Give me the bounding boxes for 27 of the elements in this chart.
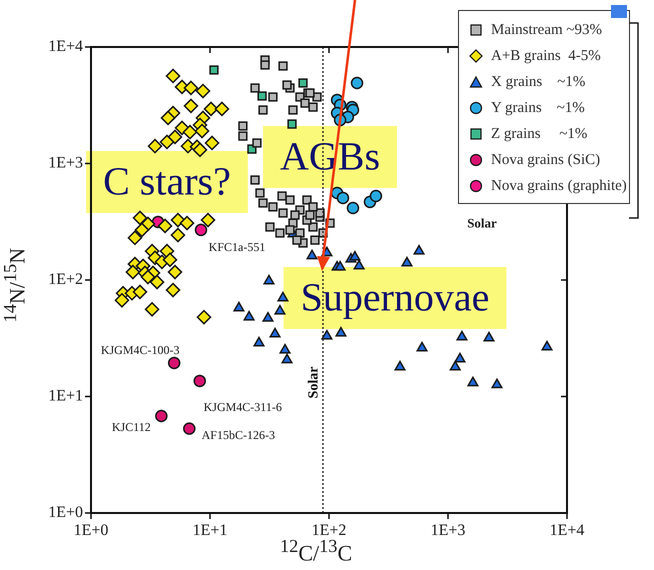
ref-line-label: Solar — [306, 366, 322, 398]
legend-label: Nova grains (graphite) — [491, 178, 627, 194]
legend-label: Y grains ~1% — [491, 100, 585, 116]
legend-label: X grains ~1% — [491, 74, 586, 90]
annotation: KJGM4C-311-6 — [204, 400, 282, 414]
legend-label: Mainstream ~93% — [491, 22, 602, 38]
x-tick-label: 1E+4 — [550, 522, 584, 539]
annotation: KJGM4C-100-3 — [100, 343, 180, 358]
x-tick-label: 1E+3 — [430, 522, 466, 539]
legend-label: A+B grains 4-5% — [491, 48, 601, 64]
annotation: C stars? — [103, 158, 231, 204]
y-tick-label: 1E+3 — [48, 154, 83, 172]
x-axis-title: $^{12}$C/$^{13}$C — [280, 536, 352, 566]
annotation: KJC112 — [112, 420, 151, 434]
annotation: AF15bC-126-3 — [202, 428, 275, 442]
annotation: Supernovae — [300, 274, 490, 320]
annotation: KFC1a-551 — [208, 240, 266, 254]
x-tick-label: 1E+2 — [312, 522, 346, 539]
annotation: Solar — [467, 215, 498, 230]
y-tick-label: 1E+2 — [48, 271, 83, 288]
y-tick-label: 1E+4 — [48, 38, 83, 56]
x-tick-label: 1E+0 — [74, 522, 108, 539]
legend-label: Nova grains (SiC) — [491, 152, 600, 168]
x-tick-label: 1E+1 — [192, 522, 228, 539]
legend-label: Z grains ~1% — [491, 126, 588, 142]
y-tick-label: 1E+0 — [48, 504, 83, 522]
y-tick-label: 1E+1 — [48, 388, 83, 405]
